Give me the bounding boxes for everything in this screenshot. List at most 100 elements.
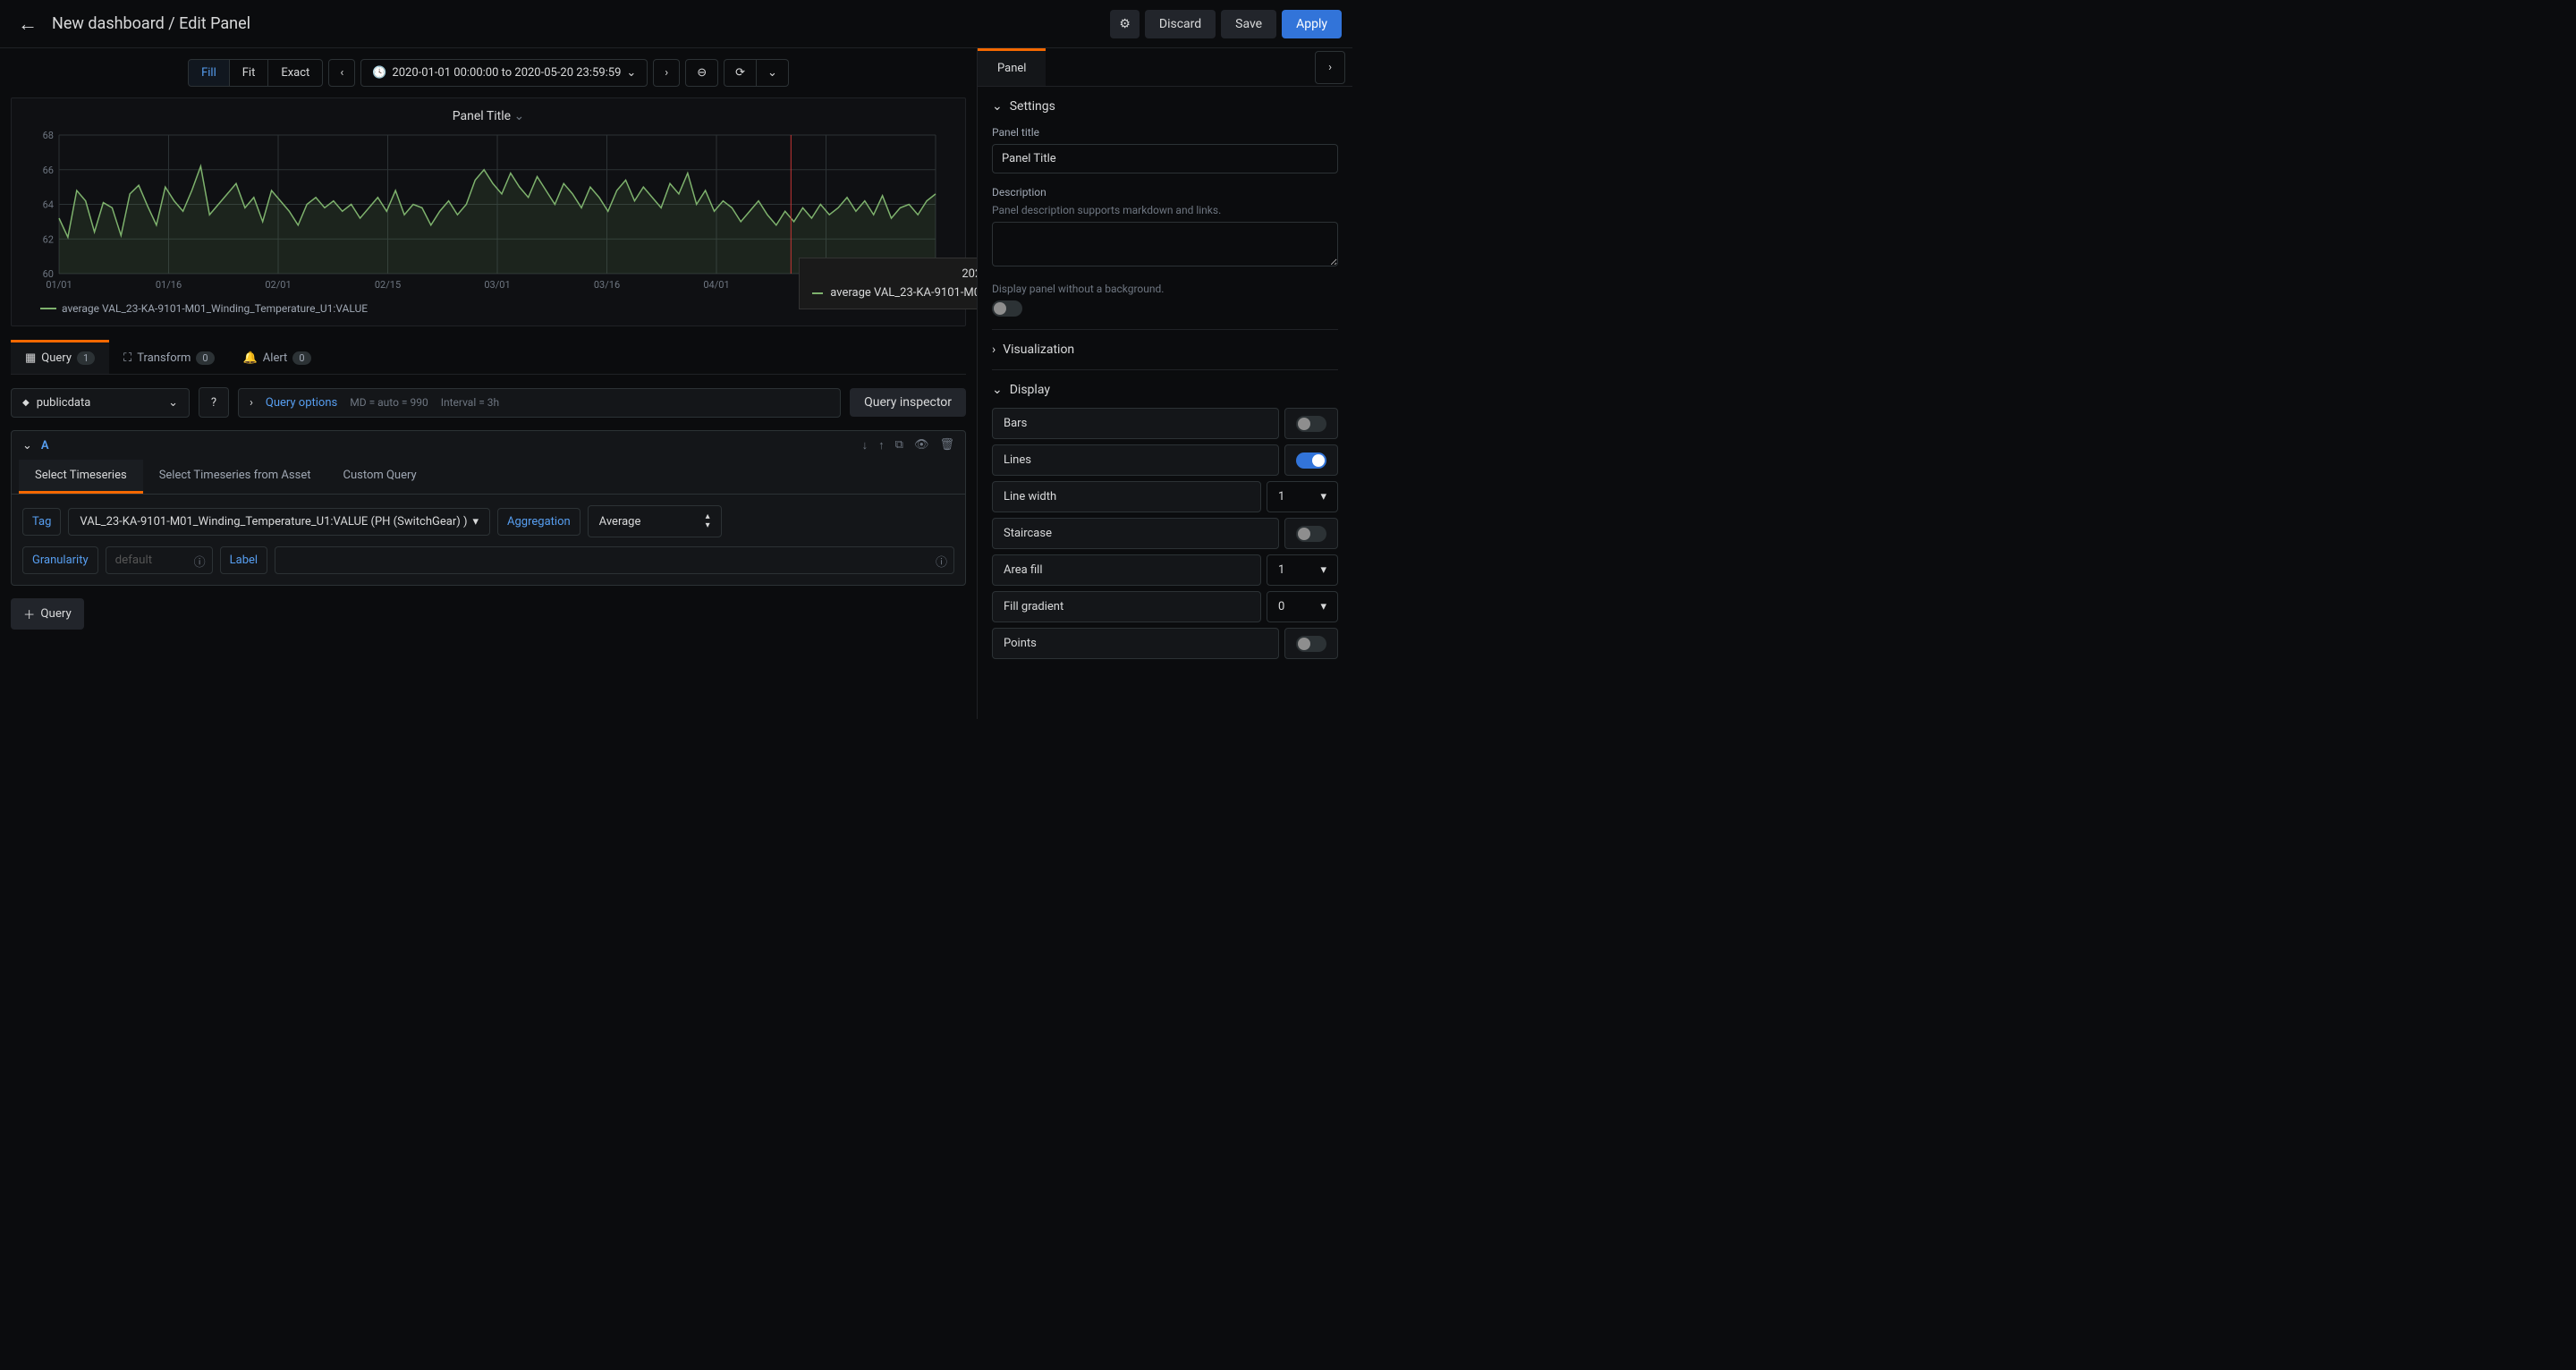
- section-display[interactable]: ⌄ Display: [992, 383, 1338, 397]
- expand-chevron-icon[interactable]: ›: [250, 396, 253, 410]
- scale-fill[interactable]: Fill: [189, 60, 230, 86]
- svg-text:02/15: 02/15: [375, 279, 401, 291]
- staircase-toggle[interactable]: [1296, 526, 1326, 542]
- breadcrumb: New dashboard / Edit Panel: [52, 14, 250, 33]
- time-next-icon[interactable]: ›: [653, 59, 680, 87]
- points-label: Points: [1004, 637, 1037, 650]
- datasource-select[interactable]: ◆ publicdata ⌄: [11, 388, 190, 418]
- description-label: Description: [992, 186, 1338, 199]
- tab-custom-query[interactable]: Custom Query: [326, 460, 432, 494]
- query-letter[interactable]: A: [41, 439, 49, 452]
- time-prev-icon[interactable]: ‹: [328, 59, 355, 87]
- chevron-down-icon: ▾: [1320, 490, 1326, 503]
- panel-title-input[interactable]: [992, 144, 1338, 173]
- query-options-link[interactable]: Query options: [266, 396, 337, 410]
- timerange-picker[interactable]: 🕓 2020-01-01 00:00:00 to 2020-05-20 23:5…: [360, 59, 648, 87]
- zoom-out-icon[interactable]: ⊖: [685, 59, 718, 87]
- panel-title-label: Panel title: [992, 126, 1338, 139]
- line-width-label: Line width: [1004, 490, 1056, 503]
- lines-label: Lines: [1004, 453, 1031, 467]
- svg-text:62: 62: [43, 233, 54, 245]
- area-fill-label: Area fill: [1004, 563, 1042, 577]
- datasource-logo-icon: ◆: [22, 398, 30, 408]
- timerange-text: 2020-01-01 00:00:00 to 2020-05-20 23:59:…: [392, 66, 621, 80]
- label-input[interactable]: [275, 546, 954, 574]
- section-settings[interactable]: ⌄ Settings: [992, 99, 1338, 114]
- move-down-icon[interactable]: ↓: [862, 438, 869, 452]
- description-input[interactable]: [992, 222, 1338, 266]
- query-options-row: › Query options MD = auto = 990 Interval…: [238, 388, 841, 418]
- delete-icon[interactable]: 🗑: [939, 438, 954, 452]
- collapse-chevron-icon[interactable]: ⌄: [22, 439, 32, 452]
- toggle-visibility-icon[interactable]: 👁: [914, 438, 929, 452]
- panel-title-chevron-icon[interactable]: ⌄: [514, 109, 525, 123]
- lines-toggle[interactable]: [1296, 452, 1326, 469]
- panel-expand-icon[interactable]: ›: [1315, 51, 1345, 84]
- description-help: Panel description supports markdown and …: [992, 204, 1338, 216]
- chevron-down-icon: ▾: [1320, 600, 1326, 613]
- move-up-icon[interactable]: ↑: [878, 438, 885, 452]
- transparent-help: Display panel without a background.: [992, 283, 1338, 295]
- svg-text:01/16: 01/16: [156, 279, 182, 291]
- chevron-down-icon: ⌄: [992, 383, 1003, 397]
- tab-select-timeseries[interactable]: Select Timeseries: [19, 460, 143, 494]
- settings-icon[interactable]: ⚙: [1110, 10, 1140, 38]
- svg-text:05/01: 05/01: [922, 279, 948, 291]
- fill-gradient-label: Fill gradient: [1004, 600, 1063, 613]
- right-tab-panel[interactable]: Panel: [978, 48, 1046, 86]
- query-icon: ▦: [25, 351, 36, 365]
- query-interval: Interval = 3h: [441, 396, 499, 409]
- transform-icon: ⛶: [123, 351, 131, 365]
- add-query-button[interactable]: ＋ Query: [11, 598, 84, 630]
- chevron-down-icon: ⌄: [992, 99, 1003, 114]
- info-icon[interactable]: ⓘ: [194, 553, 206, 570]
- tab-select-from-asset[interactable]: Select Timeseries from Asset: [143, 460, 327, 494]
- legend-line-icon: [40, 308, 56, 309]
- transparent-toggle[interactable]: [992, 300, 1022, 317]
- fill-gradient-select[interactable]: 0▾: [1267, 591, 1338, 622]
- stepper-icon: ▴▾: [706, 512, 710, 530]
- legend-label[interactable]: average VAL_23-KA-9101-M01_Winding_Tempe…: [62, 302, 368, 315]
- line-width-select[interactable]: 1▾: [1267, 481, 1338, 512]
- chart-legend: average VAL_23-KA-9101-M01_Winding_Tempe…: [40, 302, 954, 315]
- area-fill-select[interactable]: 1▾: [1267, 554, 1338, 586]
- tag-select[interactable]: VAL_23-KA-9101-M01_Winding_Temperature_U…: [68, 508, 490, 536]
- tab-query[interactable]: ▦ Query 1: [11, 340, 109, 374]
- bars-toggle[interactable]: [1296, 416, 1326, 432]
- chevron-right-icon: ›: [992, 342, 996, 357]
- svg-text:03/01: 03/01: [484, 279, 510, 291]
- duplicate-icon[interactable]: ⧉: [895, 438, 903, 452]
- refresh-icon[interactable]: ⟳: [724, 59, 756, 87]
- query-count-badge: 1: [77, 351, 95, 365]
- query-inspector-button[interactable]: Query inspector: [850, 388, 966, 417]
- scale-exact[interactable]: Exact: [268, 60, 322, 86]
- tab-alert[interactable]: 🔔 Alert 0: [229, 342, 326, 374]
- discard-button[interactable]: Discard: [1145, 10, 1216, 38]
- aggregation-label: Aggregation: [497, 508, 580, 536]
- tag-label: Tag: [22, 508, 61, 536]
- aggregation-select[interactable]: Average ▴▾: [588, 505, 722, 537]
- datasource-help-icon[interactable]: ?: [199, 387, 229, 418]
- tooltip-series-dash: [812, 292, 823, 294]
- svg-text:04/16: 04/16: [813, 279, 839, 291]
- save-button[interactable]: Save: [1221, 10, 1276, 38]
- panel-preview: Panel Title ⌄ 606264666801/0101/1602/010…: [11, 97, 966, 326]
- staircase-label: Staircase: [1004, 527, 1052, 540]
- tab-transform[interactable]: ⛶ Transform 0: [109, 342, 228, 374]
- points-toggle[interactable]: [1296, 636, 1326, 652]
- granularity-label: Granularity: [22, 546, 98, 574]
- scale-fit[interactable]: Fit: [230, 60, 269, 86]
- svg-text:03/16: 03/16: [594, 279, 620, 291]
- chevron-down-icon: ▾: [473, 515, 479, 529]
- section-visualization[interactable]: › Visualization: [992, 342, 1338, 357]
- scale-segmented: Fill Fit Exact: [188, 59, 323, 87]
- panel-title[interactable]: Panel Title: [453, 109, 511, 123]
- info-icon[interactable]: ⓘ: [936, 553, 947, 570]
- refresh-interval-chevron-icon[interactable]: ⌄: [756, 59, 789, 87]
- chevron-down-icon: ▾: [1320, 563, 1326, 577]
- plus-icon: ＋: [23, 605, 35, 622]
- timeseries-chart[interactable]: 606264666801/0101/1602/0102/1503/0103/16…: [22, 131, 954, 292]
- back-arrow[interactable]: ←: [11, 9, 45, 39]
- apply-button[interactable]: Apply: [1282, 10, 1342, 38]
- svg-text:64: 64: [43, 199, 54, 211]
